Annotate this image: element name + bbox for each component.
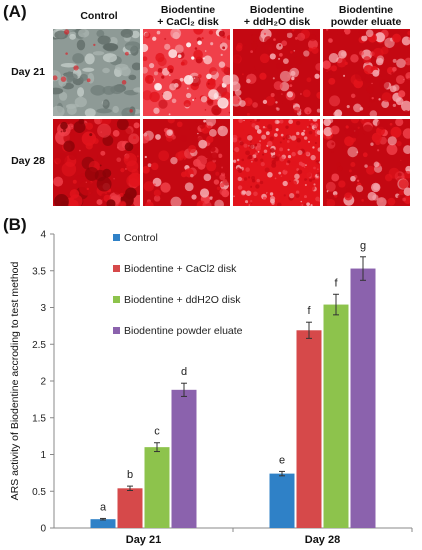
column-header-ddh2o-disk: Biodentine + ddH₂O disk — [233, 4, 321, 28]
row-header-day-21: Day 21 — [11, 66, 45, 78]
y-tick-label: 2.5 — [32, 340, 46, 351]
significance-letter: e — [279, 454, 285, 466]
row-header-day-28: Day 28 — [11, 155, 45, 167]
panel-a-label: (A) — [3, 2, 27, 21]
chart-legend: Control Biodentine + CaCl2 disk Biodenti… — [113, 230, 243, 354]
legend-label: Biodentine + ddH2O disk — [124, 293, 241, 306]
micrograph-control-day-28 — [53, 119, 140, 206]
y-tick-label: 0.5 — [32, 487, 46, 498]
bar — [144, 447, 170, 528]
legend-item-powder-eluate: Biodentine powder eluate — [113, 323, 243, 338]
y-tick-label: 1 — [40, 450, 46, 461]
y-tick-label: 4 — [40, 230, 46, 241]
column-header-line1: Biodentine — [338, 4, 394, 16]
significance-letter: c — [154, 426, 160, 438]
column-header-powder-eluate: Biodentine powder eluate — [322, 4, 410, 28]
bar — [117, 488, 143, 528]
y-tick-label: 2 — [40, 377, 46, 388]
column-header-line2: + CaCl₂ disk — [157, 16, 219, 28]
legend-item-ddh2o-disk: Biodentine + ddH2O disk — [113, 292, 243, 307]
panel-b-label: (B) — [3, 215, 27, 234]
micrograph-cacl2-day-28 — [143, 119, 230, 206]
y-tick-label: 3.5 — [32, 266, 46, 277]
legend-label: Biodentine + CaCl2 disk — [124, 262, 237, 275]
y-tick-label: 1.5 — [32, 413, 46, 424]
micrograph-eluate-day-21 — [323, 29, 410, 116]
column-header-line1: Biodentine — [160, 4, 216, 16]
y-tick-label: 0 — [40, 524, 46, 535]
legend-label: Biodentine powder eluate — [124, 324, 243, 337]
significance-letter: a — [100, 501, 107, 513]
legend-item-control: Control — [113, 230, 243, 245]
x-category-label: Day 28 — [305, 534, 340, 546]
micrograph-cacl2-day-21 — [143, 29, 230, 116]
column-header-line2: + ddH₂O disk — [243, 16, 311, 28]
bar — [350, 268, 376, 528]
bar — [171, 389, 197, 528]
significance-letter: g — [360, 240, 366, 252]
y-tick-label: 3 — [40, 303, 46, 314]
bar — [269, 473, 295, 528]
legend-swatch — [113, 265, 120, 272]
y-axis-label: ARS activity of Biodentine accroding to … — [9, 261, 21, 500]
column-header-line1: Control — [80, 10, 118, 22]
column-header-control: Control — [55, 10, 143, 22]
micrograph-eluate-day-28 — [323, 119, 410, 206]
legend-item-cacl2-disk: Biodentine + CaCl2 disk — [113, 261, 243, 276]
column-header-cacl2-disk: Biodentine + CaCl₂ disk — [144, 4, 232, 28]
x-category-label: Day 21 — [126, 534, 161, 546]
legend-swatch — [113, 296, 120, 303]
legend-swatch — [113, 234, 120, 241]
legend-label: Control — [124, 231, 158, 244]
significance-letter: f — [307, 305, 311, 317]
bar — [90, 519, 116, 528]
significance-letter: b — [127, 469, 133, 481]
significance-letter: f — [334, 277, 338, 289]
bar — [323, 304, 349, 528]
significance-letter: d — [181, 366, 187, 378]
column-header-line2: powder eluate — [330, 16, 402, 28]
column-header-line1: Biodentine — [249, 4, 305, 16]
legend-swatch — [113, 327, 120, 334]
micrograph-ddh2o-day-28 — [233, 119, 320, 206]
micrograph-control-day-21 — [53, 29, 140, 116]
bar — [296, 330, 322, 528]
micrograph-ddh2o-day-21 — [233, 29, 320, 116]
